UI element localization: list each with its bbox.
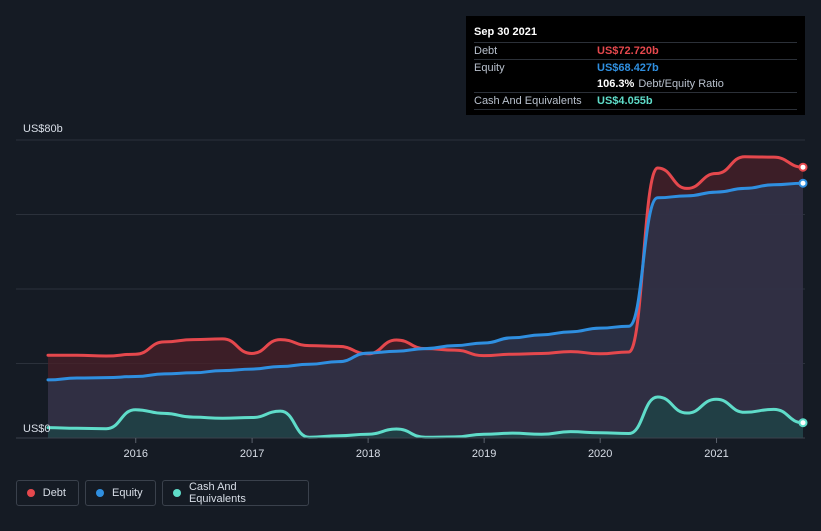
x-tick-label: 2021: [704, 448, 728, 460]
x-tick-label: 2018: [356, 448, 380, 460]
tooltip-cash-label: Cash And Equivalents: [474, 95, 582, 107]
tooltip-ratio-row: 106.3% Debt/Equity Ratio: [474, 76, 797, 92]
axes: US$0 US$80b 2016 2017 2018 2019 2020 2021: [16, 123, 805, 460]
y-tick-label: US$80b: [23, 123, 63, 135]
cash-line: [46, 395, 805, 439]
tooltip-debt-row: Debt US$72.720b: [474, 42, 797, 59]
cash-endpoint-marker[interactable]: [798, 418, 808, 428]
cash-area: [48, 397, 803, 438]
equity-line: [46, 181, 805, 382]
debt-dot-icon: [27, 489, 35, 497]
tooltip-cash-row: Cash And Equivalents US$4.055b: [474, 92, 797, 110]
legend-equity-label: Equity: [112, 487, 143, 499]
legend-item-equity[interactable]: Equity: [85, 480, 156, 506]
tooltip-ratio-value: 106.3%: [597, 78, 635, 90]
equity-dot-icon: [96, 489, 104, 497]
tooltip-ratio-label: Debt/Equity Ratio: [638, 78, 724, 90]
legend-item-debt[interactable]: Debt: [16, 480, 79, 506]
x-tick-label: 2019: [472, 448, 496, 460]
x-tick-label: 2016: [123, 448, 147, 460]
legend-item-cash[interactable]: Cash And Equivalents: [162, 480, 309, 506]
x-tick-label: 2020: [588, 448, 612, 460]
debt-endpoint-marker[interactable]: [798, 162, 808, 172]
legend-cash-label: Cash And Equivalents: [188, 481, 246, 505]
series-lines: [46, 155, 805, 439]
legend-debt-label: Debt: [42, 487, 66, 499]
tooltip-debt-value: US$72.720b: [597, 45, 659, 57]
series-areas: [48, 156, 803, 438]
tooltip-equity-label: Equity: [474, 62, 505, 74]
x-tick-label: 2017: [240, 448, 264, 460]
chart-legend: Debt Equity Cash And Equivalents: [16, 480, 309, 506]
tooltip-equity-value: US$68.427b: [597, 62, 659, 74]
tooltip-cash-value: US$4.055b: [597, 95, 653, 107]
data-tooltip: Sep 30 2021 Debt US$72.720b Equity US$68…: [466, 16, 805, 115]
cash-dot-icon: [173, 489, 181, 497]
tooltip-debt-label: Debt: [474, 45, 498, 57]
equity-endpoint-marker[interactable]: [798, 178, 808, 188]
tooltip-equity-row: Equity US$68.427b: [474, 59, 797, 76]
y-tick-label: US$0: [23, 423, 51, 435]
equity-area: [48, 183, 803, 438]
endpoint-markers: [798, 162, 808, 428]
tooltip-date: Sep 30 2021: [474, 26, 537, 38]
